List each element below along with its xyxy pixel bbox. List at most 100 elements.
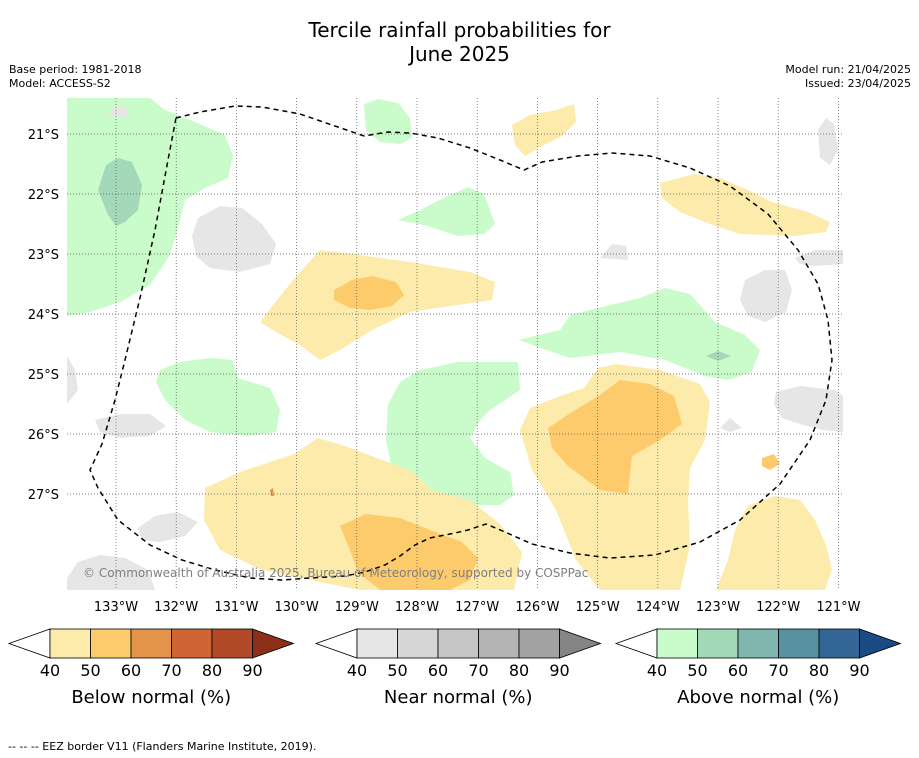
near-normal-region-12	[108, 106, 130, 118]
colorbar-swatch	[171, 628, 213, 659]
latitude-label: 26°S	[28, 428, 59, 443]
colorbar-swatch	[211, 628, 253, 659]
colorbar-tick-label: 40	[647, 661, 667, 680]
above-normal-region-southwest	[156, 358, 280, 436]
map-title-line2: June 2025	[409, 42, 510, 66]
below-normal-region-north	[512, 104, 576, 156]
colorbar-swatch	[778, 628, 820, 659]
colorbar-low-extension	[7, 628, 51, 659]
colorbar-near-normal: 40 50 60 70 80 90 Near normal (%)	[314, 628, 602, 708]
colorbar-low-extension	[614, 628, 658, 659]
colorbar-above-normal: 40 50 60 70 80 90 Above normal (%)	[614, 628, 902, 708]
colorbar-tick-label: 50	[387, 661, 407, 680]
longitude-label: 121°W	[816, 600, 860, 615]
near-normal-region-3	[774, 386, 843, 432]
colorbar-tick-label: 80	[202, 661, 222, 680]
colorbar-below-normal: 40 50 60 70 80 90 Below normal (%)	[7, 628, 295, 708]
near-normal-region-11	[67, 356, 78, 404]
longitude-label: 132°W	[154, 600, 198, 615]
base-period-text: Base period: 1981-2018	[9, 63, 142, 76]
longitude-labels: 133°W 132°W 131°W 130°W 129°W 128°W 127°W 126°W…	[94, 600, 861, 615]
colorbar-swatch	[656, 628, 698, 659]
near-normal-region-4	[95, 414, 166, 438]
colorbar-swatch	[90, 628, 132, 659]
near-normal-region-5	[138, 512, 198, 542]
above-normal-region-east	[518, 288, 760, 380]
longitude-label: 123°W	[696, 600, 740, 615]
model-run-text: Model run: 21/04/2025	[785, 63, 911, 76]
model-info: Base period: 1981-2018 Model: ACCESS-S2	[9, 63, 141, 91]
map-title: Tercile rainfall probabilities for June …	[0, 18, 919, 66]
gridlines	[67, 98, 843, 590]
colorbar-legends: 40 50 60 70 80 90 Below normal (%) 40 50 60 70 80 90…	[7, 628, 902, 708]
longitude-label: 128°W	[395, 600, 439, 615]
longitude-label: 122°W	[756, 600, 800, 615]
eez-footnote: -- -- -- EEZ border V11 (Flanders Marine…	[8, 740, 317, 753]
colorbar-tick-label: 90	[849, 661, 869, 680]
longitude-label: 133°W	[94, 600, 138, 615]
latitude-label: 25°S	[28, 368, 59, 383]
above-normal-region-north	[364, 99, 412, 144]
above-normal-region-central	[398, 187, 495, 236]
colorbar-swatch	[49, 628, 91, 659]
copyright-notice: © Commonwealth of Australia 2025, Bureau…	[83, 566, 588, 580]
colorbar-swatch	[356, 628, 398, 659]
probability-shading	[67, 98, 843, 590]
longitude-label: 131°W	[214, 600, 258, 615]
above-normal-core-west	[98, 158, 142, 226]
near-normal-region-2	[740, 270, 792, 322]
colorbar-title: Below normal (%)	[71, 687, 231, 708]
colorbar-high-extension	[859, 628, 902, 659]
near-normal-region-7	[818, 118, 838, 165]
below-normal-core-east	[548, 380, 682, 494]
colorbar-tick-label: 50	[687, 661, 707, 680]
colorbar-high-extension	[252, 628, 295, 659]
colorbar-tick-label: 70	[161, 661, 181, 680]
colorbar-swatch	[397, 628, 439, 659]
colorbar-high-extension	[559, 628, 602, 659]
model-name-text: Model: ACCESS-S2	[9, 77, 111, 90]
colorbar-title: Above normal (%)	[677, 687, 839, 708]
below-normal-core-southwest	[340, 514, 478, 590]
longitude-label: 125°W	[576, 600, 620, 615]
near-normal-region-10	[720, 418, 742, 432]
colorbar-tick-label: 40	[347, 661, 367, 680]
colorbar-swatch	[437, 628, 479, 659]
below-normal-spot-east	[762, 454, 780, 470]
longitude-label: 130°W	[275, 600, 319, 615]
latitude-label: 27°S	[28, 488, 59, 503]
below-normal-region-southeast	[716, 496, 832, 590]
colorbar-swatch	[130, 628, 172, 659]
map-title-line1: Tercile rainfall probabilities for	[308, 18, 611, 42]
above-normal-region-west	[67, 98, 233, 316]
colorbar-swatch	[518, 628, 560, 659]
near-normal-region-9	[600, 244, 628, 260]
colorbar-tick-label: 90	[549, 661, 569, 680]
near-normal-region-6	[67, 555, 155, 590]
colorbar-tick-label: 80	[809, 661, 829, 680]
latitude-label: 24°S	[28, 308, 59, 323]
above-normal-region-south	[386, 362, 520, 505]
longitude-label: 127°W	[455, 600, 499, 615]
longitude-label: 126°W	[515, 600, 559, 615]
issued-date-text: Issued: 23/04/2025	[804, 77, 911, 90]
near-normal-region-8	[795, 250, 843, 266]
colorbar-swatch	[737, 628, 779, 659]
latitude-label: 21°S	[28, 128, 59, 143]
above-normal-core-east	[706, 351, 731, 361]
longitude-label: 129°W	[335, 600, 379, 615]
latitude-labels: 21°S 22°S 23°S 24°S 25°S 26°S 27°S	[28, 128, 59, 503]
colorbar-tick-label: 50	[80, 661, 100, 680]
longitude-label: 124°W	[636, 600, 680, 615]
colorbar-tick-label: 60	[428, 661, 448, 680]
near-normal-region-1	[192, 206, 276, 272]
colorbar-tick-label: 90	[242, 661, 262, 680]
colorbar-low-extension	[314, 628, 358, 659]
below-normal-region-northeast	[660, 174, 830, 236]
colorbar-tick-label: 70	[468, 661, 488, 680]
eez-border	[89, 105, 833, 581]
latitude-label: 22°S	[28, 188, 59, 203]
below-normal-core-central	[334, 276, 404, 310]
latitude-label: 23°S	[28, 248, 59, 263]
colorbar-swatch	[697, 628, 739, 659]
